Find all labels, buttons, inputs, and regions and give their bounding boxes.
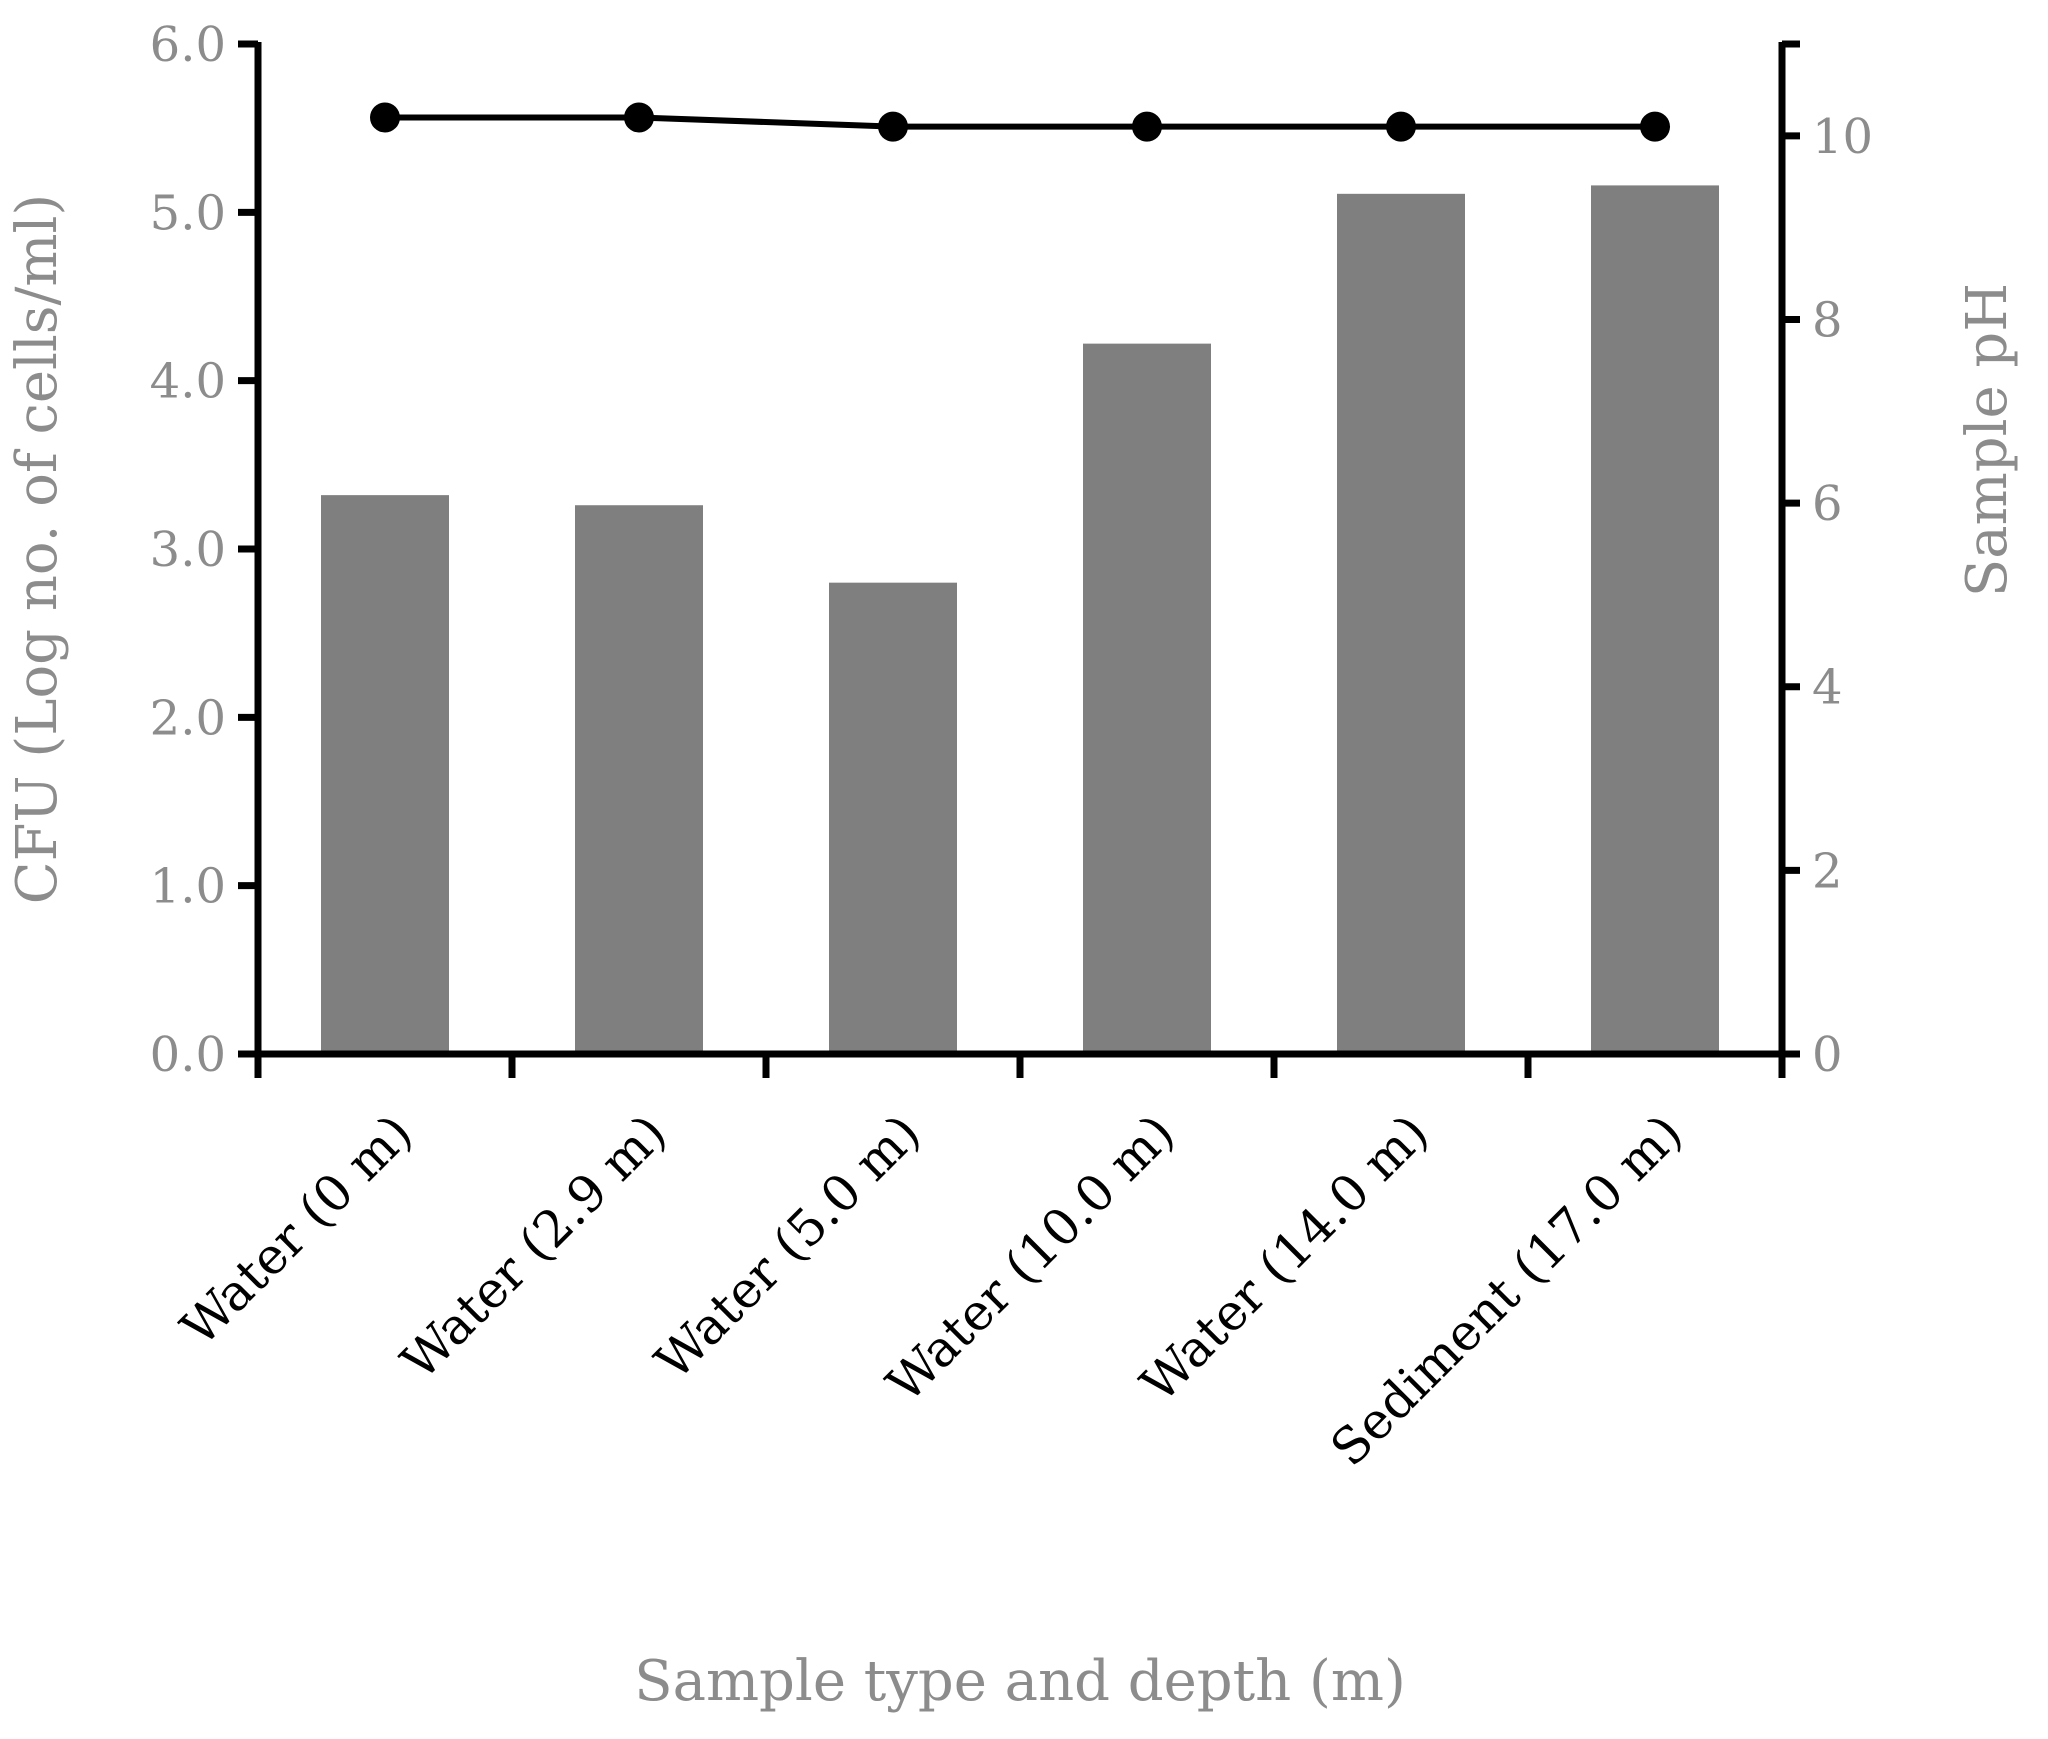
bar-5 bbox=[1591, 185, 1719, 1054]
y-tick-label: 6.0 bbox=[150, 17, 226, 73]
y-tick-label: 3.0 bbox=[150, 522, 226, 578]
axes-layer bbox=[238, 40, 1800, 1078]
ph-point-4 bbox=[1386, 111, 1416, 142]
ph-point-5 bbox=[1640, 111, 1670, 142]
bar-4 bbox=[1337, 193, 1465, 1055]
ph-point-0 bbox=[370, 102, 400, 133]
y2-tick-label: 4 bbox=[1812, 660, 1843, 716]
ph-point-1 bbox=[624, 102, 654, 133]
y2-tick-label: 2 bbox=[1812, 843, 1843, 899]
y-tick-label: 2.0 bbox=[150, 690, 226, 746]
y2-tick-label: 8 bbox=[1812, 292, 1843, 348]
ph-line-layer bbox=[370, 102, 1670, 142]
x-category-label: Water (2.9 m) bbox=[390, 1103, 677, 1390]
x-category-label: Water (5.0 m) bbox=[644, 1103, 931, 1390]
ph-point-3 bbox=[1132, 111, 1162, 142]
y-tick-label: 5.0 bbox=[150, 185, 226, 241]
y2-tick-label: 10 bbox=[1812, 109, 1873, 165]
bar-3 bbox=[1083, 343, 1211, 1055]
y-tick-label: 0.0 bbox=[150, 1027, 226, 1083]
bar-1 bbox=[575, 505, 703, 1054]
x-category-label: Water (0 m) bbox=[170, 1103, 423, 1356]
y-tick-label: 1.0 bbox=[150, 859, 226, 915]
y2-tick-label: 6 bbox=[1812, 476, 1843, 532]
ph-series-line bbox=[385, 114, 1655, 130]
bars-layer bbox=[321, 185, 1719, 1055]
y-axis-title: CFU (Log no. of cells/ml) bbox=[5, 194, 70, 905]
bar-0 bbox=[321, 495, 449, 1055]
ph-point-2 bbox=[878, 111, 908, 142]
y-tick-label: 4.0 bbox=[150, 354, 226, 410]
y2-axis-title: Sample pH bbox=[1955, 283, 2020, 597]
y2-tick-label: 0 bbox=[1812, 1027, 1843, 1083]
x-axis-title: Sample type and depth (m) bbox=[634, 1649, 1406, 1714]
bar-2 bbox=[829, 582, 957, 1054]
